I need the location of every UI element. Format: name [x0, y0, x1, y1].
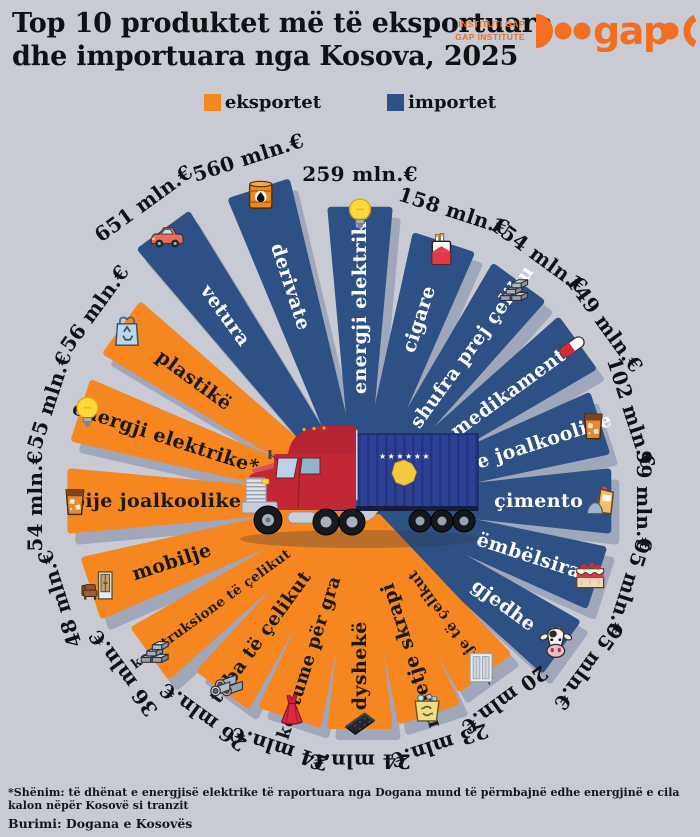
title-line-2: dhe importuara nga Kosova, 2025	[12, 40, 519, 72]
brand-line-en: GAP INSTITUTE	[455, 32, 525, 42]
wedge-label: pije joalkoolike	[72, 490, 242, 512]
gap-logo-icon: gap	[536, 10, 697, 52]
title-line-1: Top 10 produktet më të eksportuara	[12, 8, 554, 39]
wedge-label: çimento	[494, 490, 583, 512]
wedge-value: 99 mln.€	[632, 450, 656, 551]
wedge-label: dyshekë	[349, 621, 371, 710]
source-credit: Burimi: Dogana e Kosovës	[8, 816, 193, 831]
kosovo-map-shape	[391, 459, 417, 486]
wedge-label: energji elektrike*	[349, 199, 371, 394]
kosovo-flag-stars: ★★★★★★	[379, 452, 431, 461]
wedge-value: 48 mln.€	[33, 547, 87, 651]
wedge-value: 24 mln.€	[309, 750, 410, 774]
legend-item-imports: importet	[387, 92, 496, 113]
legend-item-exports: eksportet	[203, 92, 322, 113]
legend-exports-label: eksportet	[224, 92, 322, 113]
legend-imports-label: importet	[408, 92, 497, 113]
page-title: Top 10 produktet më të eksportuara dhe i…	[12, 8, 553, 74]
trailer-wheels	[408, 509, 476, 533]
brand-line-sq: INSTITUTI GAP	[458, 19, 525, 30]
tractor-wheels	[253, 505, 366, 536]
soft-drink-icon	[583, 413, 603, 440]
wedge-value: 259 mln.€	[302, 162, 418, 186]
exports-swatch	[203, 94, 221, 111]
legend: eksportet importet	[0, 92, 700, 113]
fuel-tank	[287, 511, 317, 524]
scrap-waste-icon	[414, 693, 440, 722]
truck-illustration: ★★★★★★	[240, 426, 480, 548]
brand-logo-word: gap	[593, 10, 669, 52]
imports-swatch	[387, 94, 405, 111]
wedge-value: 54 mln.€	[23, 450, 47, 551]
soft-drink-icon	[65, 489, 85, 516]
steel-panel-icon	[469, 652, 493, 683]
oil-barrel-icon	[248, 180, 273, 209]
gap-institute-brand: INSTITUTI GAP GAP INSTITUTE gap	[455, 10, 700, 52]
brand-wordmark-text: INSTITUTI GAP GAP INSTITUTE	[455, 18, 525, 44]
wedge-value: 55 mln.€	[22, 348, 76, 452]
footnote: *Shënim: të dhënat e energjisë elektrike…	[8, 786, 680, 812]
headlight	[261, 478, 270, 485]
wedge-value: 560 mln.€	[190, 128, 307, 187]
windshield	[275, 457, 299, 479]
footer: *Shënim: të dhënat e energjisë elektrike…	[8, 786, 692, 831]
cigarettes-icon	[431, 232, 452, 266]
